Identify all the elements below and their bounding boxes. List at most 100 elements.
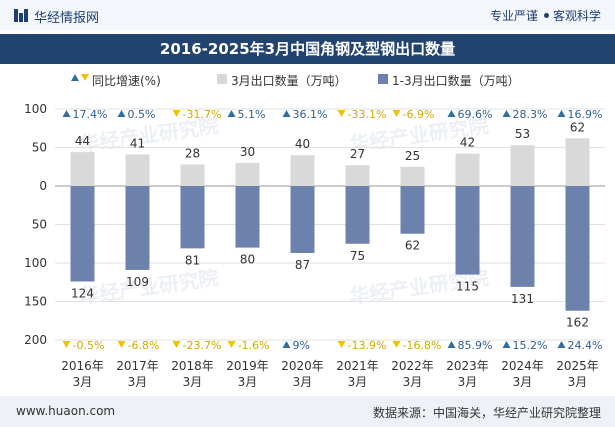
growth-cumulative-up-arrow-icon	[502, 341, 511, 348]
top-bar: 华经情报网 专业严谨 客观科学	[0, 0, 615, 30]
watermark-text: 华经产业研究院	[78, 265, 220, 308]
growth-monthly-label: 36.1%	[293, 108, 328, 121]
cumulative-bar	[400, 186, 425, 234]
growth-monthly-down-arrow-icon	[392, 110, 401, 117]
growth-monthly-down-arrow-icon	[172, 110, 181, 117]
x-tick-label-month: 3月	[293, 375, 313, 389]
growth-monthly-up-arrow-icon	[227, 110, 236, 117]
growth-monthly-label: 17.4%	[73, 108, 108, 121]
legend-monthly-swatch	[217, 74, 227, 84]
legend-cumulative-label: 1-3月出口数量（万吨）	[392, 73, 520, 88]
x-tick-label-month: 3月	[458, 375, 478, 389]
growth-monthly-up-arrow-icon	[62, 110, 71, 117]
cumulative-value-label: 109	[126, 275, 149, 289]
growth-cumulative-label: 9%	[293, 339, 310, 352]
growth-cumulative-up-arrow-icon	[447, 341, 456, 348]
monthly-value-label: 30	[240, 145, 255, 159]
growth-monthly-label: 28.3%	[513, 108, 548, 121]
site-name: 华经情报网	[34, 11, 100, 26]
cumulative-bar	[510, 186, 535, 287]
monthly-value-label: 28	[185, 146, 200, 160]
growth-monthly-up-arrow-icon	[557, 110, 566, 117]
monthly-bar	[510, 145, 535, 186]
growth-cumulative-label: 15.2%	[513, 339, 548, 352]
legend-cumulative-swatch	[378, 74, 388, 84]
cumulative-bar	[455, 186, 480, 275]
x-tick-label-year: 2024年	[501, 359, 544, 373]
growth-cumulative-up-arrow-icon	[557, 341, 566, 348]
cumulative-bar	[290, 186, 315, 253]
monthly-value-label: 41	[130, 136, 145, 150]
x-tick-label-year: 2017年	[116, 359, 159, 373]
growth-monthly-up-arrow-icon	[447, 110, 456, 117]
cumulative-value-label: 80	[240, 253, 255, 267]
growth-cumulative-label: 85.9%	[458, 339, 493, 352]
cumulative-value-label: 162	[566, 316, 589, 330]
chart-title: 2016-2025年3月中国角钢及型钢出口数量	[0, 34, 615, 64]
tagline: 专业严谨 客观科学	[490, 7, 601, 24]
y-tick-label: 50	[32, 141, 47, 155]
monthly-value-label: 25	[405, 149, 420, 163]
dot-separator-icon	[543, 13, 549, 18]
growth-monthly-label: -33.1%	[348, 108, 387, 121]
growth-cumulative-down-arrow-icon	[337, 341, 346, 348]
x-tick-label-month: 3月	[513, 375, 533, 389]
x-tick-label-month: 3月	[73, 375, 93, 389]
legend-monthly-label: 3月出口数量（万吨）	[231, 73, 347, 88]
monthly-value-label: 40	[295, 137, 310, 151]
cumulative-value-label: 87	[295, 258, 310, 272]
growth-cumulative-down-arrow-icon	[117, 341, 126, 348]
footer-url[interactable]: www.huaon.com	[16, 404, 116, 418]
monthly-bar	[455, 153, 480, 186]
growth-monthly-label: 5.1%	[238, 108, 266, 121]
monthly-bar	[400, 166, 425, 186]
cumulative-bar	[345, 186, 370, 244]
cumulative-value-label: 115	[456, 280, 479, 294]
monthly-value-label: 62	[570, 120, 585, 134]
footer: www.huaon.com 数据来源：中国海关，华经产业研究院整理	[0, 396, 615, 427]
growth-cumulative-label: 24.4%	[568, 339, 603, 352]
x-tick-label-month: 3月	[128, 375, 148, 389]
growth-cumulative-label: -1.6%	[238, 339, 270, 352]
growth-monthly-label: 0.5%	[128, 108, 156, 121]
growth-monthly-label: -31.7%	[183, 108, 222, 121]
x-tick-label-year: 2023年	[446, 359, 489, 373]
growth-monthly-label: 16.9%	[568, 108, 603, 121]
y-tick-label: 50	[32, 218, 47, 232]
y-tick-label: 150	[24, 295, 47, 309]
x-tick-label-year: 2025年	[556, 359, 599, 373]
x-tick-label-year: 2022年	[391, 359, 434, 373]
growth-cumulative-down-arrow-icon	[392, 341, 401, 348]
x-tick-label-month: 3月	[568, 375, 588, 389]
growth-monthly-up-arrow-icon	[502, 110, 511, 117]
x-tick-label-month: 3月	[238, 375, 258, 389]
cumulative-value-label: 124	[71, 286, 94, 300]
cumulative-bar	[565, 186, 590, 311]
legend-up-arrow-icon	[71, 74, 79, 81]
legend-growth-label: 同比增速(%)	[92, 74, 161, 88]
growth-cumulative-down-arrow-icon	[172, 341, 181, 348]
growth-monthly-down-arrow-icon	[337, 110, 346, 117]
cumulative-bar	[235, 186, 260, 248]
growth-cumulative-down-arrow-icon	[62, 341, 71, 348]
growth-cumulative-label: -0.5%	[73, 339, 105, 352]
x-tick-label-month: 3月	[183, 375, 203, 389]
growth-cumulative-label: -13.9%	[348, 339, 387, 352]
monthly-bar	[345, 165, 370, 186]
monthly-bar	[290, 155, 315, 186]
y-tick-label: 100	[24, 256, 47, 270]
x-tick-label-year: 2019年	[226, 359, 269, 373]
growth-cumulative-up-arrow-icon	[282, 341, 291, 348]
monthly-bar	[565, 138, 590, 186]
growth-monthly-up-arrow-icon	[117, 110, 126, 117]
monthly-bar	[235, 162, 260, 186]
footer-source: 数据来源：中国海关，华经产业研究院整理	[372, 406, 601, 420]
monthly-bar	[180, 164, 205, 186]
cumulative-bar	[180, 186, 205, 249]
growth-monthly-label: -6.9%	[403, 108, 435, 121]
growth-monthly-label: 69.6%	[458, 108, 493, 121]
x-tick-label-year: 2021年	[336, 359, 379, 373]
tagline-right: 客观科学	[552, 9, 601, 23]
growth-cumulative-label: -23.7%	[183, 339, 222, 352]
x-tick-label-year: 2018年	[171, 359, 214, 373]
